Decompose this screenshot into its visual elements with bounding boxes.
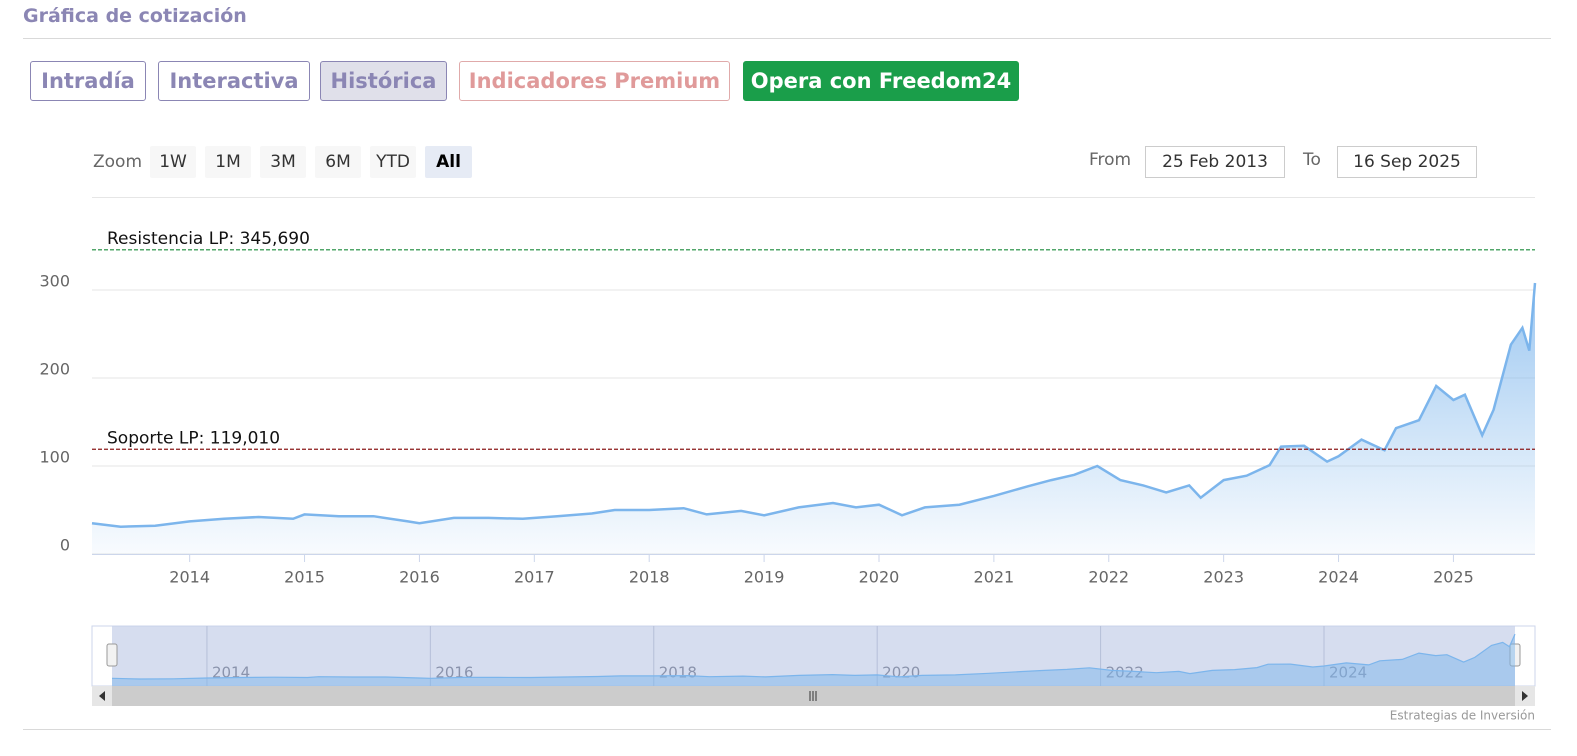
x-tick-label: 2020: [859, 568, 900, 587]
scroll-grip: [809, 691, 817, 701]
x-tick-label: 2022: [1088, 568, 1129, 587]
zoom-label: Zoom: [93, 152, 143, 172]
zoom-button[interactable]: 1W: [150, 146, 196, 178]
tab[interactable]: Indicadores Premium: [459, 61, 730, 101]
navigator-area: [112, 634, 1515, 686]
y-tick-label: 300: [39, 272, 70, 291]
navigator-line: [111, 633, 1516, 680]
zoom-button[interactable]: YTD: [370, 146, 416, 178]
header-title: Gráfica de cotización: [23, 5, 247, 27]
to-label: To: [1303, 150, 1321, 170]
x-tick-label: 2014: [169, 568, 210, 587]
x-tick-label: 2025: [1433, 568, 1474, 587]
from-label: From: [1089, 150, 1132, 170]
navigator-handle[interactable]: [106, 643, 118, 667]
arrow-left: [99, 691, 105, 701]
y-tick-label: 200: [39, 360, 70, 379]
x-tick-label: 2021: [974, 568, 1015, 587]
tab[interactable]: Interactiva: [158, 61, 310, 101]
to-input[interactable]: 16 Sep 2025: [1337, 146, 1477, 178]
tab[interactable]: Opera con Freedom24: [743, 61, 1019, 101]
zoom-button[interactable]: 3M: [260, 146, 306, 178]
arrow-right: [1522, 691, 1528, 701]
divider: [23, 38, 1551, 39]
x-tick-label: 2017: [514, 568, 555, 587]
zoom-button[interactable]: 6M: [315, 146, 361, 178]
tab[interactable]: Intradía: [30, 61, 146, 101]
area-fill: [92, 283, 1535, 554]
price-line: [91, 282, 1537, 528]
from-input[interactable]: 25 Feb 2013: [1145, 146, 1285, 178]
zoom-button[interactable]: All: [425, 146, 472, 178]
y-tick-label: 0: [60, 536, 70, 555]
tab[interactable]: Histórica: [320, 61, 447, 101]
x-tick-label: 2018: [629, 568, 670, 587]
reference-label: Soporte LP: 119,010: [107, 428, 280, 448]
x-tick-label: 2023: [1203, 568, 1244, 587]
y-tick-label: 100: [39, 448, 70, 467]
reference-label: Resistencia LP: 345,690: [107, 229, 310, 249]
x-tick-label: 2019: [744, 568, 785, 587]
x-tick-label: 2015: [284, 568, 325, 587]
x-tick-label: 2024: [1318, 568, 1359, 587]
credit: Estrategias de Inversión: [1390, 709, 1535, 723]
zoom-button[interactable]: 1M: [205, 146, 251, 178]
x-tick-label: 2016: [399, 568, 440, 587]
